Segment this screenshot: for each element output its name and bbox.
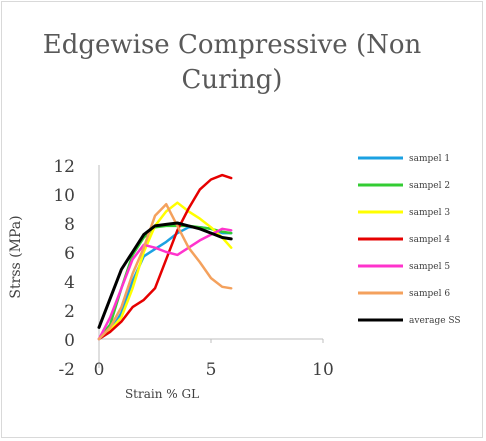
y-tick-label: 4 [64,273,75,293]
x-axis-label: Strain % GL [124,387,200,401]
series-line-6 [97,202,233,341]
plot-area [97,173,233,341]
legend-label: average SS [409,316,461,326]
y-tick-label: 12 [53,157,75,177]
x-tick-label: 0 [94,360,105,380]
legend-label: sampel 4 [409,235,450,245]
legend-label: sampel 5 [409,262,450,272]
legend-label: sampel 6 [409,289,450,299]
y-tick-label: -2 [58,360,75,380]
y-tick-label: 0 [64,331,75,351]
x-tick-label: 5 [206,360,217,380]
series-line-1 [97,226,233,341]
legend: sampel 1 sampel 2 sampel 3 sampel 4 sampel 5… [358,154,461,326]
chart-title: Edgewise Compressive (Non Curing) [42,30,422,95]
legend-label: sampel 3 [409,208,450,218]
series-line-7 [97,221,233,329]
series-line-4 [97,173,233,341]
legend-label: sampel 2 [409,181,450,191]
y-tick-label: 10 [53,186,75,206]
y-axis-label: Strss (MPa) [8,215,24,299]
y-tick-label: 2 [64,302,75,322]
legend-label: sampel 1 [409,154,450,164]
series-line-3 [97,201,233,341]
y-tick-label: 8 [64,215,75,235]
y-tick-label: 6 [64,244,75,264]
axes-group: -2 0 2 4 6 8 10 12 0 5 10 [53,157,333,380]
x-tick-label: 10 [312,360,334,380]
